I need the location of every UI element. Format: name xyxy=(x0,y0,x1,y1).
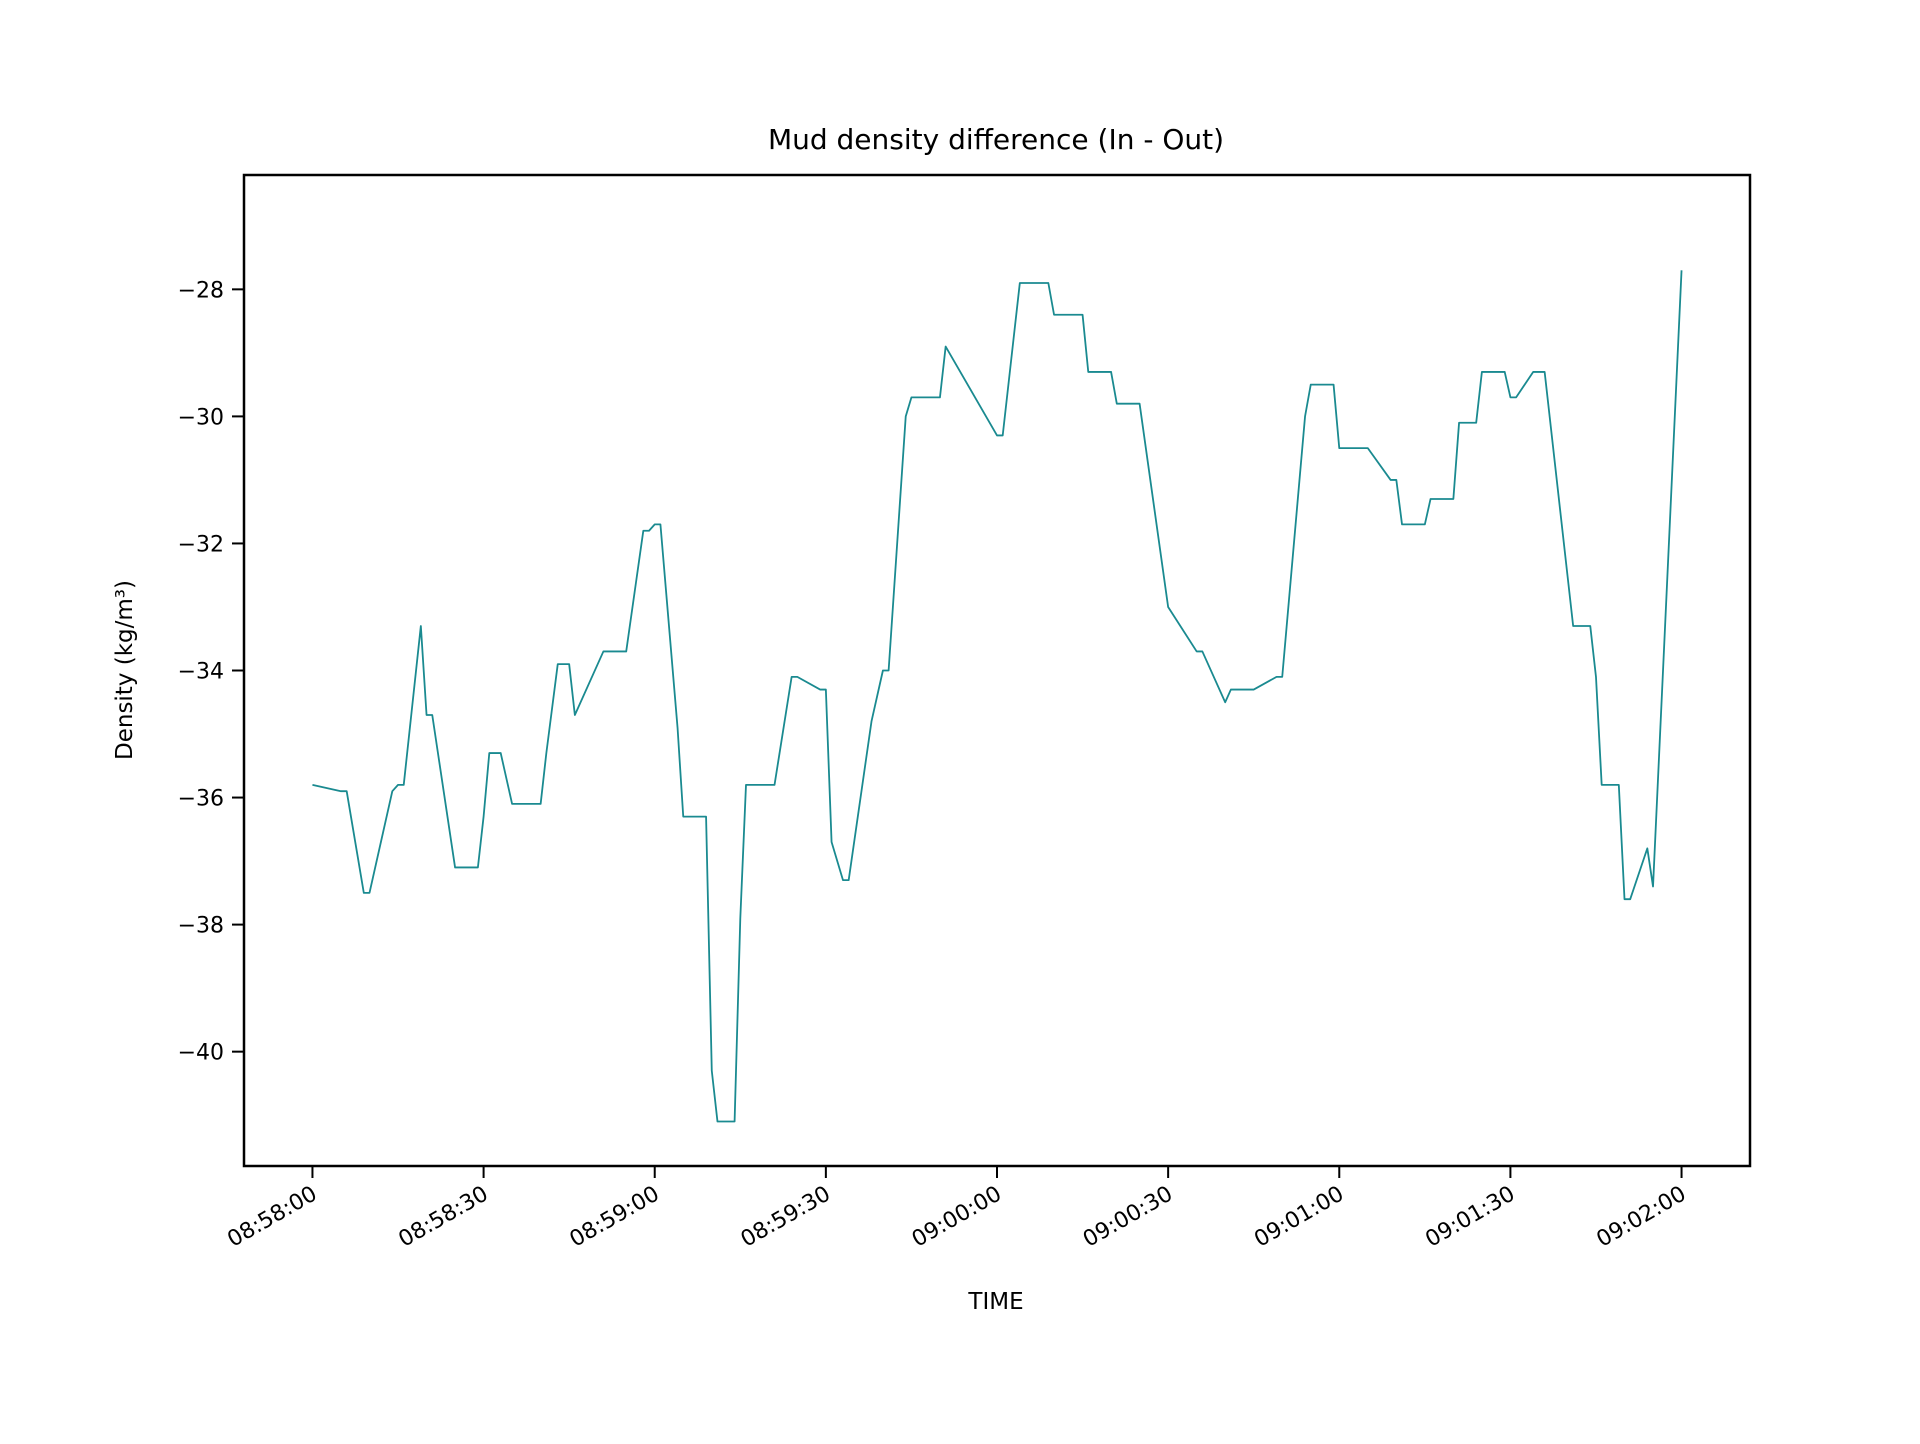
x-tick-label: 09:00:00 xyxy=(908,1182,1006,1253)
x-tick-label: 08:58:30 xyxy=(395,1182,493,1253)
series-layer xyxy=(312,270,1683,1123)
y-tick-label: −28 xyxy=(178,278,224,303)
y-tick-label: −40 xyxy=(178,1041,224,1066)
x-tick-label: 09:02:00 xyxy=(1592,1182,1690,1253)
y-tick-label: −32 xyxy=(178,532,224,557)
y-tick-label: −36 xyxy=(178,787,224,812)
y-axis-label: Density (kg/m³) xyxy=(112,580,138,760)
y-tick-label: −38 xyxy=(178,914,224,939)
chart-title: Mud density difference (In - Out) xyxy=(768,123,1224,156)
plot-frame xyxy=(242,173,1752,1168)
x-tick-label: 08:59:00 xyxy=(566,1182,664,1253)
series-line-1 xyxy=(312,270,1683,1123)
x-axis: 08:58:00 08:58:30 08:59:00 08:59:30 09:00:00… xyxy=(223,1166,1691,1253)
y-tick-label: −34 xyxy=(178,660,224,685)
x-axis-label: TIME xyxy=(967,1289,1023,1315)
x-tick-label: 09:01:30 xyxy=(1421,1182,1519,1253)
x-tick-label: 08:58:00 xyxy=(223,1182,321,1253)
x-tick-label: 08:59:30 xyxy=(737,1182,835,1253)
y-tick-label: −30 xyxy=(178,405,224,430)
y-axis: −40 −38 −36 −34 −32 −30 −28 xyxy=(178,278,244,1066)
x-tick-label: 09:00:30 xyxy=(1079,1182,1177,1253)
x-tick-label: 09:01:00 xyxy=(1250,1182,1348,1253)
